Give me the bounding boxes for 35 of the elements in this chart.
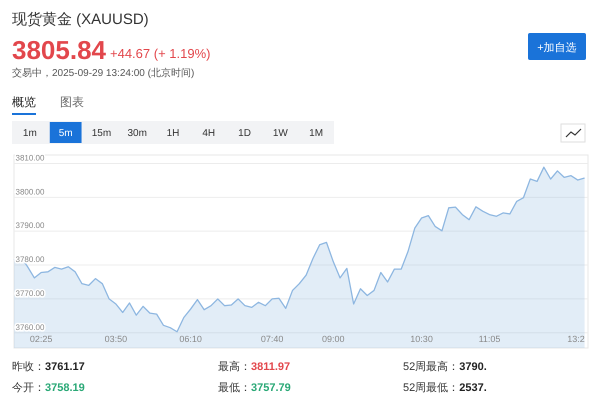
- x-tick-label: 02:25: [30, 334, 52, 344]
- x-tick-label: 07:40: [260, 334, 284, 344]
- text: 5m: [58, 128, 73, 139]
- text: 1m: [22, 128, 37, 139]
- text: 15m: [92, 128, 112, 139]
- x-tick-label: 03:50: [104, 334, 128, 344]
- y-tick-label: 3790.00: [16, 221, 46, 230]
- text: 最高：3811.97: [218, 360, 290, 373]
- text: 交易中，2025-09-29 13:24:00 (北京时间): [12, 67, 194, 79]
- text: 52周最低：2537.: [403, 382, 487, 394]
- text: 最低：3757.79: [218, 382, 291, 394]
- y-tick-label: 3810.00: [16, 153, 46, 162]
- x-tick-label: 06:10: [179, 334, 202, 344]
- text: 30m: [127, 128, 147, 139]
- x-tick-label: 13:2: [567, 334, 585, 344]
- text: 今开：3758.19: [12, 382, 85, 394]
- y-tick-label: 3770.00: [16, 288, 46, 298]
- y-tick-label: 3760.00: [16, 322, 46, 332]
- text: 1D: [238, 128, 251, 139]
- text: 4H: [202, 128, 216, 139]
- text: 1H: [166, 128, 180, 139]
- text: 52周最高：3790.: [403, 360, 487, 373]
- text: 昨收：3761.17: [12, 361, 85, 373]
- text: +44.67 (+ 1.19%): [110, 46, 210, 61]
- text: 概览: [12, 95, 36, 109]
- chart-title: 现货黄金 (XAUUSD): [12, 11, 149, 28]
- x-tick-label: 10:30: [410, 334, 433, 344]
- text: +加自选: [537, 41, 577, 54]
- x-tick-label: 11:05: [478, 334, 500, 344]
- text: 1W: [272, 128, 288, 139]
- x-tick-label: 09:00: [322, 334, 345, 344]
- text: 图表: [60, 95, 84, 109]
- text: 1M: [309, 128, 324, 139]
- text: 3805.84: [12, 35, 107, 65]
- y-tick-label: 3800.00: [16, 187, 46, 196]
